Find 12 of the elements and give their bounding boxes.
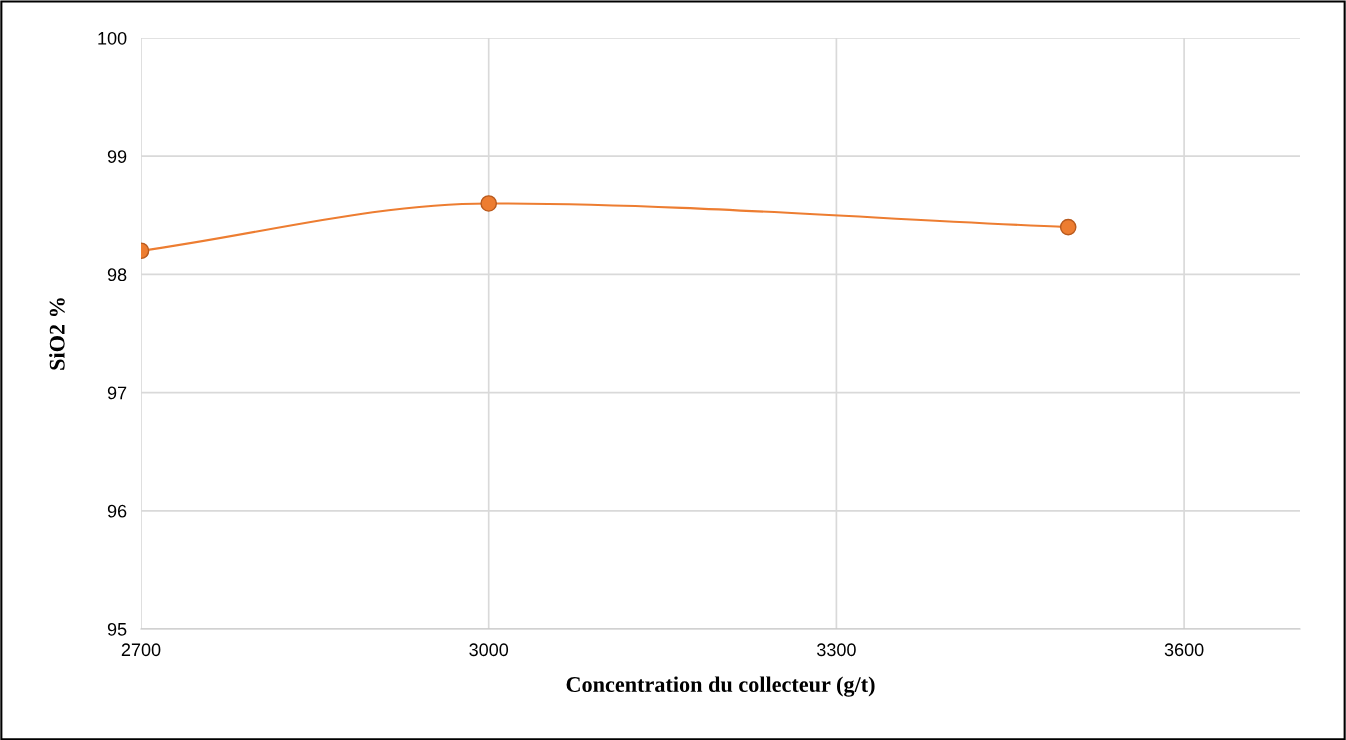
y-tick-label: 100 bbox=[98, 31, 127, 45]
y-tick-label: 98 bbox=[107, 268, 127, 282]
x-axis-title: Concentration du collecteur (g/t) bbox=[566, 676, 875, 697]
x-tick-label: 2700 bbox=[121, 643, 161, 657]
y-axis-title: SiO2 % bbox=[49, 298, 65, 370]
x-tick-label: 3300 bbox=[817, 643, 856, 657]
y-tick-label: 97 bbox=[107, 386, 127, 400]
x-tick-label: 3000 bbox=[469, 643, 509, 657]
y-tick-label: 95 bbox=[107, 622, 127, 636]
y-tick-label: 99 bbox=[107, 150, 127, 163]
y-tick-label: 96 bbox=[107, 504, 127, 518]
x-tick-label: 3600 bbox=[1164, 643, 1204, 657]
